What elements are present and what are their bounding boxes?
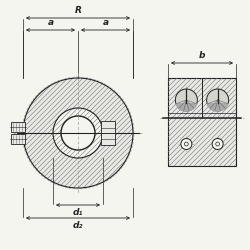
- Bar: [11, 122, 25, 132]
- Text: R: R: [74, 6, 82, 15]
- Text: a: a: [102, 18, 108, 27]
- Bar: [168, 78, 236, 166]
- Polygon shape: [207, 104, 228, 111]
- Circle shape: [212, 138, 223, 149]
- Text: d₂: d₂: [73, 221, 83, 230]
- Circle shape: [175, 89, 197, 111]
- Bar: [11, 134, 25, 144]
- Text: d₁: d₁: [73, 208, 83, 217]
- Circle shape: [216, 142, 220, 146]
- Circle shape: [23, 78, 133, 188]
- Circle shape: [53, 108, 103, 158]
- Circle shape: [184, 142, 188, 146]
- Circle shape: [61, 116, 95, 150]
- Bar: [101, 133, 115, 145]
- Text: b: b: [199, 51, 205, 60]
- Polygon shape: [176, 104, 197, 111]
- Circle shape: [207, 89, 229, 111]
- Bar: [101, 121, 115, 133]
- Text: a: a: [48, 18, 54, 27]
- Circle shape: [181, 138, 192, 149]
